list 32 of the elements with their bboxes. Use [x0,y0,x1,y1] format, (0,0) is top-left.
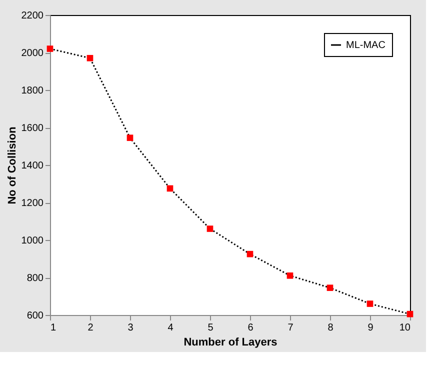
y-tick-label: 2200 [21,10,44,22]
point [206,226,214,232]
point [406,310,414,318]
x-tick-label: 8 [328,322,334,334]
point [286,272,294,279]
y-tick-label: 1800 [21,86,44,96]
x-tick-label: 6 [248,322,254,334]
x-tick-label: 3 [128,322,134,334]
x-tick-label: 9 [368,322,374,334]
point [86,54,94,62]
point [166,185,174,192]
x-axis-title: Number of Layers [184,336,278,348]
x-tick-label: 1 [50,322,56,334]
y-axis-title: No of Collision [6,126,18,204]
y-tick-label: 1000 [21,236,44,246]
legend-label: ML-MAC [346,40,386,51]
x-tick-label: 10 [399,322,411,334]
y-tick-label: 2000 [21,48,44,59]
x-tick-label: 7 [288,322,294,334]
x-tick-label: 5 [208,322,214,334]
y-tick-label: 600 [26,310,44,322]
point [46,46,54,52]
y-tick-label: 1200 [21,198,44,209]
y-tick-label: 1400 [21,160,44,172]
point [126,134,134,141]
y-tick-label: 1600 [21,123,44,134]
point [326,284,334,291]
point [366,300,374,307]
y-tick-label: 800 [26,273,44,284]
x-tick-label: 2 [88,322,94,334]
point [246,250,254,258]
x-tick-label: 4 [168,322,174,334]
